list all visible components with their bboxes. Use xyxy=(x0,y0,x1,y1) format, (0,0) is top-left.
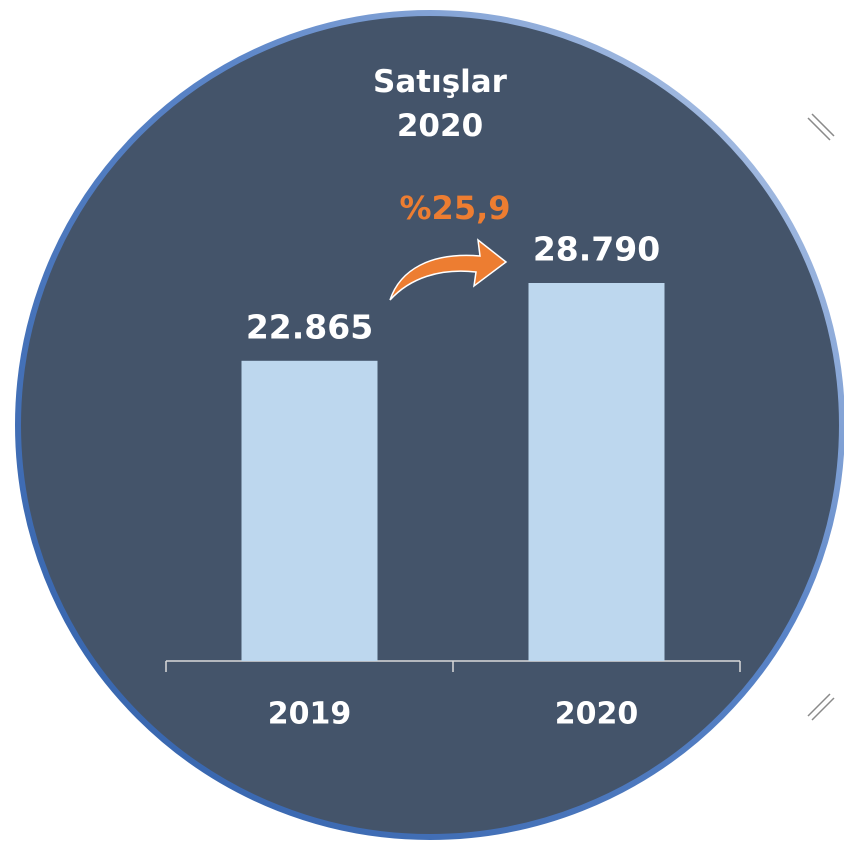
value-label: 28.790 xyxy=(533,230,660,269)
bar xyxy=(528,283,665,661)
chart-title: Satışlar 2020 xyxy=(373,64,507,144)
decoration xyxy=(807,113,835,721)
annotation: %25,9 xyxy=(399,189,510,227)
x-tick-label: 2020 xyxy=(555,697,639,732)
x-tick-label: 2019 xyxy=(268,697,352,732)
value-label: 22.865 xyxy=(246,307,373,346)
x-axis xyxy=(165,660,741,672)
bar xyxy=(241,360,378,661)
growth-arrow xyxy=(389,238,508,301)
